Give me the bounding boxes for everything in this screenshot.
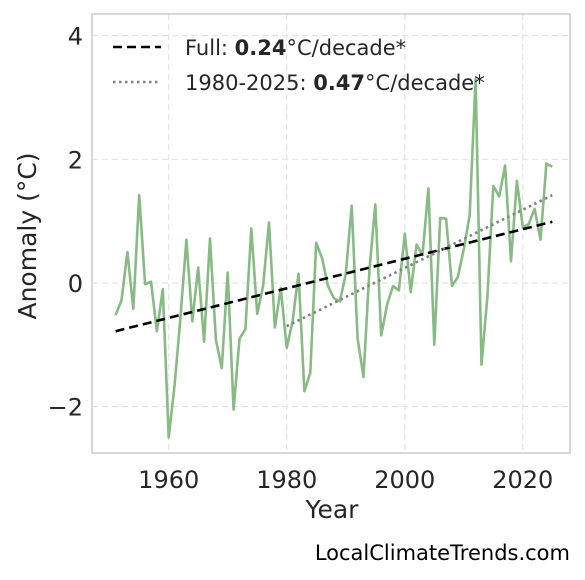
y-tick-label: 0 xyxy=(68,270,83,298)
x-tick-label: 2020 xyxy=(492,466,553,494)
legend-label-full-value: 0.24 xyxy=(235,36,287,60)
x-tick-label: 1980 xyxy=(256,466,317,494)
x-axis-ticks: 1960 1980 2000 2020 xyxy=(138,466,553,494)
y-tick-label: 4 xyxy=(68,23,83,51)
legend-label-1980-2025: 1980-2025: 0.47°C/decade* xyxy=(185,71,485,95)
legend-label-1980-2025-value: 0.47 xyxy=(313,71,365,95)
anomaly-series-line xyxy=(114,77,553,439)
x-tick-label: 1960 xyxy=(138,466,199,494)
legend-label-full-suffix: °C/decade* xyxy=(287,36,407,60)
trend-line-1980-2025 xyxy=(286,194,553,328)
legend-label-1980-2025-suffix: °C/decade* xyxy=(365,71,485,95)
y-axis-ticks: −2 0 2 4 xyxy=(48,23,83,422)
plot-frame xyxy=(91,13,571,454)
y-axis-title: Anomaly (°C) xyxy=(13,152,42,319)
x-tick-label: 2000 xyxy=(374,466,435,494)
legend-label-full-prefix: Full: xyxy=(185,36,235,60)
y-tick-label: −2 xyxy=(48,394,83,422)
legend: Full: 0.24°C/decade* 1980-2025: 0.47°C/d… xyxy=(113,36,485,95)
legend-label-1980-2025-prefix: 1980-2025: xyxy=(185,71,313,95)
x-axis-title: Year xyxy=(305,495,360,524)
series-layer xyxy=(114,77,553,439)
legend-label-full: Full: 0.24°C/decade* xyxy=(185,36,406,60)
grid-lines xyxy=(92,14,570,453)
y-tick-label: 2 xyxy=(68,146,83,174)
trend-line-full xyxy=(115,220,553,333)
source-watermark: LocalClimateTrends.com xyxy=(315,541,570,565)
